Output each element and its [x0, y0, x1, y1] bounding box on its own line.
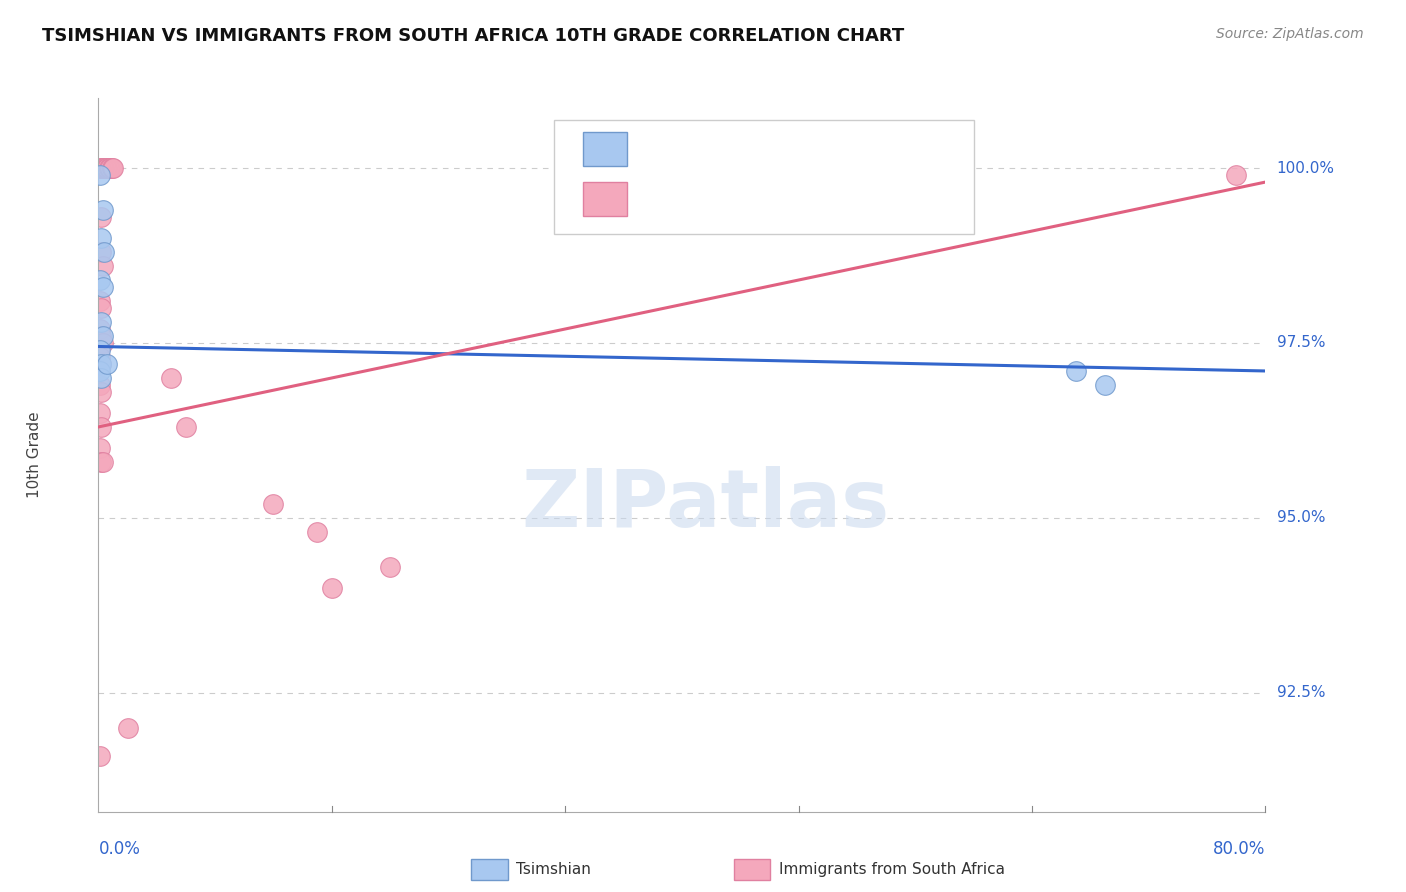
- Text: 10th Grade: 10th Grade: [27, 411, 42, 499]
- Text: R =  0.427   N = 36: R = 0.427 N = 36: [641, 190, 803, 208]
- Point: [89, 343, 111, 357]
- Point: [321, 581, 343, 595]
- Point: [90, 231, 112, 245]
- Point: [89, 378, 111, 392]
- Point: [96, 357, 118, 371]
- Point: [93, 245, 115, 260]
- Point: [90, 371, 112, 385]
- Point: [1225, 168, 1247, 182]
- Text: Tsimshian: Tsimshian: [516, 863, 591, 877]
- Point: [89, 364, 111, 378]
- Point: [90, 357, 112, 371]
- Text: Source: ZipAtlas.com: Source: ZipAtlas.com: [1216, 27, 1364, 41]
- Point: [307, 524, 329, 539]
- Point: [262, 497, 284, 511]
- Text: 95.0%: 95.0%: [1277, 510, 1324, 525]
- Point: [96, 161, 118, 175]
- Point: [90, 420, 112, 434]
- Point: [90, 357, 112, 371]
- Point: [90, 455, 112, 469]
- Point: [160, 371, 183, 385]
- Point: [90, 329, 112, 343]
- Point: [89, 168, 111, 182]
- Point: [91, 280, 114, 294]
- Text: 97.5%: 97.5%: [1277, 335, 1324, 351]
- Text: Immigrants from South Africa: Immigrants from South Africa: [779, 863, 1005, 877]
- Point: [91, 336, 114, 351]
- Text: TSIMSHIAN VS IMMIGRANTS FROM SOUTH AFRICA 10TH GRADE CORRELATION CHART: TSIMSHIAN VS IMMIGRANTS FROM SOUTH AFRIC…: [42, 27, 904, 45]
- Point: [89, 273, 111, 287]
- Point: [98, 161, 121, 175]
- Point: [117, 721, 139, 735]
- Point: [90, 210, 112, 224]
- Point: [89, 441, 111, 455]
- FancyBboxPatch shape: [582, 182, 627, 216]
- Point: [89, 350, 111, 364]
- Text: 80.0%: 80.0%: [1213, 840, 1265, 858]
- Point: [90, 161, 112, 175]
- Point: [100, 161, 122, 175]
- Point: [90, 384, 112, 399]
- Point: [89, 406, 111, 420]
- Point: [93, 161, 115, 175]
- Point: [89, 293, 111, 308]
- Point: [91, 202, 114, 217]
- Point: [89, 748, 111, 763]
- Point: [91, 329, 114, 343]
- Point: [91, 259, 114, 273]
- Point: [94, 161, 117, 175]
- Point: [89, 322, 111, 336]
- Point: [174, 420, 197, 434]
- Point: [1064, 364, 1087, 378]
- Point: [89, 161, 111, 175]
- Text: ZIPatlas: ZIPatlas: [522, 466, 890, 544]
- Text: 100.0%: 100.0%: [1277, 161, 1334, 176]
- Point: [91, 161, 114, 175]
- Point: [91, 455, 114, 469]
- Point: [101, 161, 124, 175]
- Text: 0.0%: 0.0%: [98, 840, 141, 858]
- FancyBboxPatch shape: [582, 132, 627, 166]
- Text: R = -0.031   N = 15: R = -0.031 N = 15: [641, 140, 804, 158]
- Text: 92.5%: 92.5%: [1277, 685, 1324, 700]
- Point: [1094, 378, 1116, 392]
- Point: [378, 559, 402, 574]
- Point: [90, 301, 112, 315]
- Point: [90, 245, 112, 260]
- Point: [90, 315, 112, 329]
- Point: [97, 161, 120, 175]
- FancyBboxPatch shape: [554, 120, 973, 234]
